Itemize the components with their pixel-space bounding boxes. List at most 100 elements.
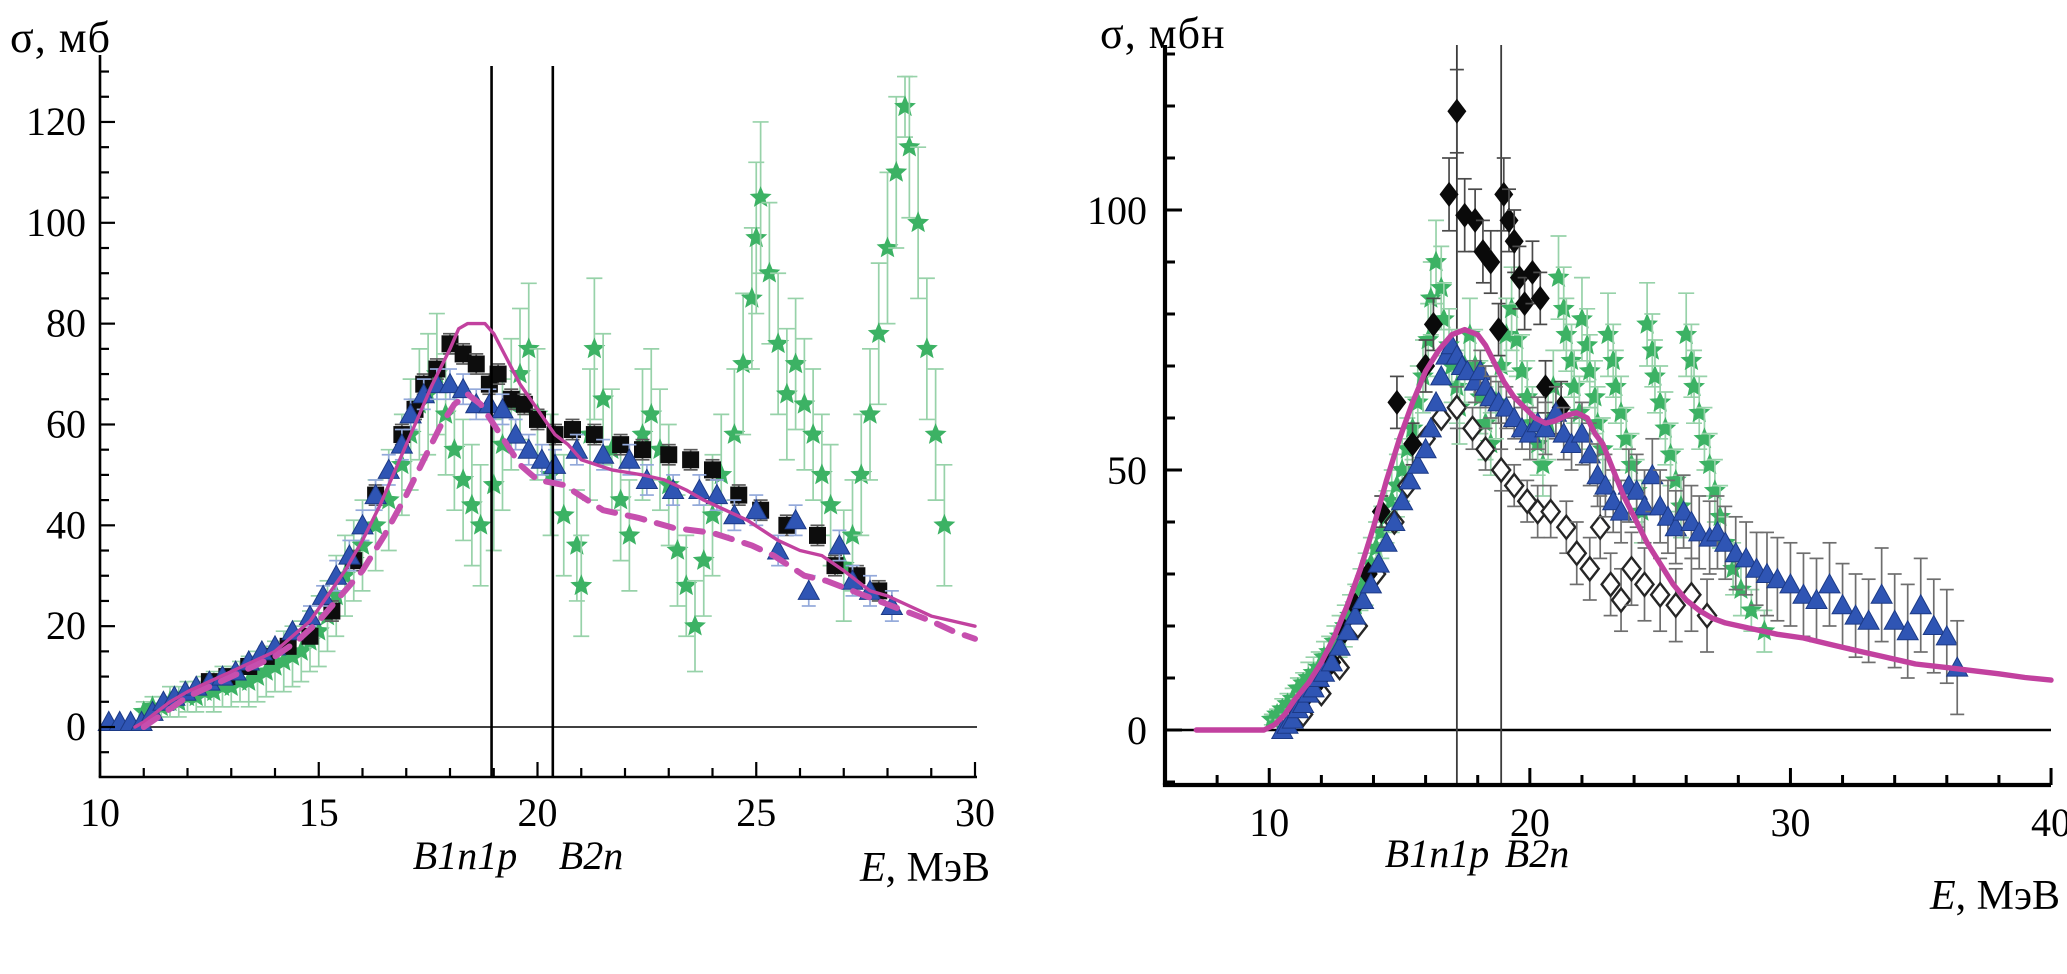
right-experiment-black-diamonds-marker xyxy=(1439,181,1459,207)
left-experiment-triangles-marker xyxy=(618,448,641,469)
left-experiment-stars-marker xyxy=(867,322,890,343)
right-experiment-stars-marker xyxy=(1511,359,1533,381)
left-x-axis-title: E, МэВ xyxy=(770,844,990,892)
left-experiment-stars-marker xyxy=(469,513,492,535)
right-experiment-stars-marker xyxy=(1430,276,1453,298)
right-experiment-triangles-marker xyxy=(1291,692,1315,713)
left-experiment-stars-marker xyxy=(692,549,715,570)
left-experiment-stars-marker xyxy=(802,423,825,444)
left-x-tick-label: 25 xyxy=(736,790,776,835)
right-experiment-triangles-marker xyxy=(1328,635,1351,656)
left-experiment-stars-marker xyxy=(767,332,790,354)
left-experiment-stars-marker xyxy=(758,261,781,283)
left-experiment-stars-marker xyxy=(819,493,842,515)
right-experiment-black-diamonds-marker xyxy=(1423,311,1443,337)
left-experiment-stars-marker xyxy=(701,503,724,525)
right-experiment-triangles-marker xyxy=(1766,567,1789,589)
right-experiment-stars-marker xyxy=(1445,375,1468,397)
right-experiment-triangles-marker xyxy=(1336,619,1359,641)
left-experiment-stars-marker xyxy=(859,402,881,424)
right-experiment-black-diamonds-marker xyxy=(1535,374,1555,400)
left-experiment-stars-marker xyxy=(583,337,606,359)
right-experiment-triangles-marker xyxy=(1560,432,1583,453)
left-experiment-triangles-marker xyxy=(438,372,462,394)
left-experiment-triangles-marker xyxy=(504,423,527,444)
left-experiment-stars-marker xyxy=(841,523,864,545)
right-experiment-open-diamonds-marker xyxy=(1490,456,1512,484)
right-experiment-triangles-marker xyxy=(1831,593,1854,615)
right-experiment-open-diamonds-marker xyxy=(1633,570,1656,598)
left-experiment-stars-marker xyxy=(810,463,833,485)
right-experiment-open-diamonds-marker xyxy=(1620,555,1642,583)
left-experiment-squares-marker xyxy=(704,461,721,479)
right-experiment-triangles-marker xyxy=(1312,661,1336,682)
left-experiment-stars-marker xyxy=(885,160,908,182)
left-experiment-stars-marker xyxy=(784,352,807,374)
right-experiment-triangles-marker xyxy=(1779,572,1802,594)
right-experiment-triangles-marker xyxy=(1398,468,1422,490)
left-experiment-squares-marker xyxy=(489,365,507,383)
left-experiment-stars-marker xyxy=(290,639,313,661)
right-experiment-triangles-marker xyxy=(1625,479,1649,500)
left-model-solid-curve xyxy=(133,321,977,729)
left-experiment-triangles-marker xyxy=(364,483,387,505)
right-experiment-triangles-marker xyxy=(1909,593,1933,615)
left-x-axis-units: , МэВ xyxy=(885,845,990,891)
left-experiment-triangles-marker xyxy=(635,468,659,489)
left-experiment-stars-marker xyxy=(907,211,930,233)
left-experiment-stars-marker xyxy=(570,574,593,596)
right-experiment-open-diamonds-marker xyxy=(1649,581,1671,609)
right-experiment-stars-marker xyxy=(1425,250,1447,272)
left-experiment-squares-marker xyxy=(515,395,533,413)
left-experiment-stars-marker xyxy=(264,655,286,676)
right-experiment-stars-marker xyxy=(1730,578,1752,599)
left-experiment-stars-marker xyxy=(675,574,698,596)
left-experiment-stars-marker xyxy=(281,644,304,666)
left-experiment-squares-marker xyxy=(585,426,603,444)
left-experiment-stars-marker xyxy=(710,463,733,485)
right-experiment-black-diamonds-marker xyxy=(1522,259,1542,285)
left-experiment-triangles-marker xyxy=(517,438,541,459)
left-y-tick-label: 100 xyxy=(26,200,86,245)
right-experiment-stars-marker xyxy=(1380,489,1403,511)
right-experiment-triangles-marker xyxy=(1570,422,1594,443)
right-experiment-triangles-marker xyxy=(1818,572,1841,594)
left-experiment-stars-marker xyxy=(220,675,243,696)
left-threshold-label-b1n1p: B1n1p xyxy=(412,833,518,878)
left-experiment-stars-marker xyxy=(933,513,956,535)
right-x-axis-symbol: E xyxy=(1929,873,1956,919)
left-experiment-stars-marker xyxy=(452,468,475,490)
right-experiment-black-diamonds-marker xyxy=(1481,249,1501,275)
left-experiment-squares-marker xyxy=(682,451,700,469)
right-experiment-triangles-marker xyxy=(1870,583,1893,604)
right-experiment-triangles-marker xyxy=(1414,437,1437,459)
left-experiment-stars-marker xyxy=(272,650,295,671)
right-experiment-open-diamonds-marker xyxy=(1600,570,1622,598)
left-experiment-squares-marker xyxy=(730,486,748,504)
left-x-tick-label: 15 xyxy=(299,790,339,835)
left-experiment-triangles-marker xyxy=(530,448,554,469)
left-experiment-stars-marker xyxy=(482,473,505,495)
right-experiment-triangles-marker xyxy=(1367,552,1391,573)
right-experiment-stars-marker xyxy=(1644,364,1666,386)
right-experiment-stars-marker xyxy=(1584,385,1606,407)
right-experiment-triangles-marker xyxy=(1734,546,1758,568)
right-experiment-open-diamonds-marker xyxy=(1589,513,1611,541)
left-experiment-triangles-marker xyxy=(661,478,685,500)
right-experiment-open-diamonds-marker xyxy=(1461,414,1484,442)
left-x-tick-label: 10 xyxy=(80,790,120,835)
right-experiment-stars-marker xyxy=(1597,323,1619,345)
right-x-axis-units: , МэВ xyxy=(1955,873,2060,919)
left-experiment-stars-marker xyxy=(377,488,400,510)
left-experiment-stars-marker xyxy=(740,286,763,308)
right-experiment-triangles-marker xyxy=(1883,609,1907,630)
right-experiment-open-diamonds-marker xyxy=(1540,498,1562,526)
left-experiment-stars-marker xyxy=(631,423,654,444)
right-experiment-triangles-marker xyxy=(1609,500,1633,521)
right-experiment-stars-marker xyxy=(1602,349,1625,371)
right-experiment-triangles-marker xyxy=(1534,416,1557,438)
left-experiment-squares-marker xyxy=(809,526,826,544)
right-experiment-triangles-marker xyxy=(1281,708,1305,729)
right-experiment-stars-marker xyxy=(1560,349,1583,371)
left-y-tick-label: 20 xyxy=(46,603,86,648)
